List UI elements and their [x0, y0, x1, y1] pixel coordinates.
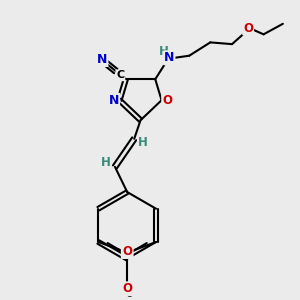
Text: O: O: [243, 22, 253, 34]
Text: H: H: [158, 45, 168, 58]
Text: O: O: [122, 282, 132, 295]
Text: C: C: [116, 70, 124, 80]
Text: O: O: [123, 245, 133, 258]
Text: O: O: [162, 94, 172, 107]
Text: N: N: [109, 94, 119, 107]
Text: H: H: [138, 136, 148, 149]
Text: O: O: [122, 245, 132, 258]
Text: N: N: [97, 53, 107, 66]
Text: H: H: [100, 156, 110, 169]
Text: N: N: [164, 51, 175, 64]
